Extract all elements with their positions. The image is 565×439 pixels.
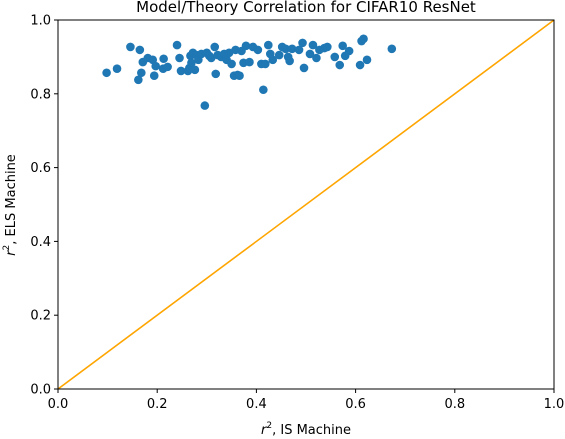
data-point [287, 44, 297, 54]
x-tick-label: 0.6 [345, 397, 366, 412]
y-axis-label-rest: , ELS Machine [4, 154, 19, 245]
y-axis-label: r2, ELS Machine [2, 154, 19, 256]
x-axis-label-sup: 2 [266, 421, 272, 431]
data-point [227, 59, 236, 69]
y-tick-label: 0.0 [30, 383, 51, 398]
data-point [151, 61, 161, 71]
data-point [298, 38, 307, 48]
x-axis-label: r2, IS Machine [261, 421, 351, 438]
data-point [355, 60, 365, 70]
data-point [172, 40, 182, 50]
data-point [305, 49, 315, 59]
x-tick-label: 0.4 [246, 397, 267, 412]
data-point [135, 45, 145, 55]
data-point [126, 42, 135, 52]
data-point [159, 54, 168, 64]
data-point [259, 85, 268, 95]
data-point [149, 71, 159, 81]
data-point [163, 62, 172, 72]
x-axis-ticks: 0.0 0.2 0.4 0.6 0.8 1.0 [48, 389, 565, 412]
data-point [176, 66, 186, 76]
y-tick-label: 0.4 [30, 235, 51, 250]
data-point [294, 45, 304, 55]
reference-line [57, 19, 555, 390]
data-point [274, 50, 284, 60]
x-tick-label: 0.0 [48, 397, 69, 412]
y-tick-label: 0.6 [30, 161, 51, 176]
data-point [241, 41, 251, 51]
data-point [245, 57, 254, 67]
data-point [102, 68, 111, 78]
y-tick-label: 1.0 [30, 14, 51, 29]
data-point [362, 55, 372, 65]
x-tick-label: 0.2 [147, 397, 168, 412]
data-point [175, 53, 184, 63]
y-axis-ticks: 0.0 0.2 0.4 0.6 0.8 1.0 [30, 14, 58, 398]
data-points [102, 34, 397, 110]
data-point [281, 44, 290, 54]
data-point [344, 46, 354, 56]
data-point [134, 75, 143, 85]
y-tick-label: 0.8 [30, 87, 51, 102]
data-point [359, 34, 368, 44]
data-point [323, 42, 332, 52]
data-point [330, 52, 340, 62]
data-point [235, 71, 244, 81]
data-point [190, 65, 200, 75]
data-point [210, 42, 220, 52]
data-point [187, 58, 196, 68]
x-tick-label: 0.8 [444, 397, 465, 412]
plot-area [57, 19, 555, 390]
x-axis-label-main: r [261, 423, 268, 438]
plot-frame [57, 19, 555, 390]
data-point [261, 59, 270, 69]
data-point [264, 40, 273, 50]
data-point [335, 60, 345, 70]
y-tick-label: 0.2 [30, 309, 51, 324]
data-point [299, 63, 309, 73]
data-point [253, 45, 263, 55]
x-axis-label-rest: , IS Machine [272, 423, 351, 438]
data-point [224, 48, 234, 58]
data-point [285, 56, 294, 66]
data-point [206, 53, 216, 63]
x-tick-label: 1.0 [544, 397, 565, 412]
data-point [308, 40, 318, 50]
data-point [338, 41, 348, 51]
data-point [112, 64, 122, 74]
data-point [137, 68, 146, 78]
data-point [268, 55, 278, 65]
y-axis-label-sup: 2 [2, 245, 12, 251]
data-point [211, 69, 221, 79]
data-point [200, 101, 210, 110]
data-point [312, 53, 321, 63]
data-point [387, 44, 397, 54]
chart-title: Model/Theory Correlation for CIFAR10 Res… [136, 0, 476, 16]
y-axis-label-main: r [4, 249, 19, 256]
